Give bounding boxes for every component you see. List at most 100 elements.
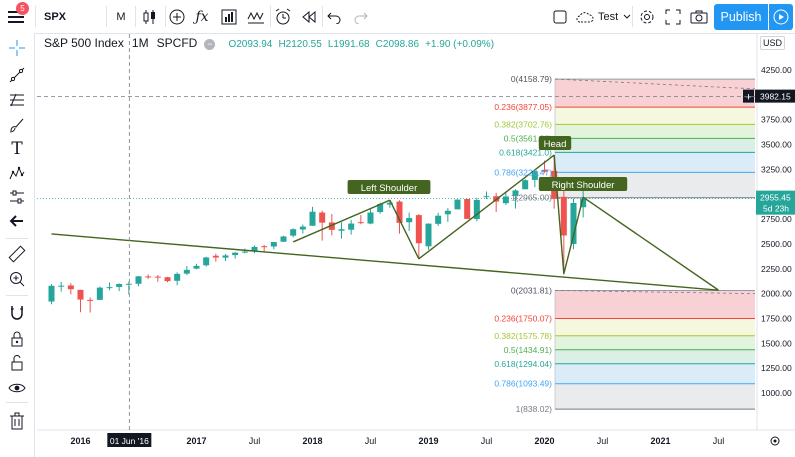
trendline-right-shoulder-up[interactable] — [563, 197, 584, 274]
candle-body — [415, 215, 422, 244]
candle — [309, 206, 316, 226]
settings-button[interactable] — [636, 4, 658, 29]
candle — [135, 276, 142, 287]
candle-body — [135, 276, 142, 284]
fibonacci-icon — [10, 93, 24, 107]
candle — [67, 283, 74, 295]
candle — [232, 252, 239, 259]
fib-upper-level-label: 0.786(3220.47) — [494, 167, 552, 177]
candle-body — [444, 210, 451, 215]
fullscreen-select-button[interactable] — [549, 4, 571, 29]
lock-button[interactable] — [5, 351, 29, 375]
candle — [444, 208, 451, 222]
time-tick-label: 2021 — [650, 436, 670, 446]
layout-menu[interactable]: Test — [576, 4, 632, 29]
snapshot-button[interactable] — [688, 4, 710, 29]
trash-icon — [10, 412, 24, 430]
trendline-neckline[interactable] — [51, 233, 719, 291]
visibility-button[interactable] — [5, 376, 29, 400]
fullscreen-button[interactable] — [662, 4, 684, 29]
trendline-head-up[interactable] — [418, 154, 555, 260]
fib-lower-level-label: 0.786(1093.49) — [494, 379, 552, 389]
price-axis[interactable]: 4250.004000.003750.003500.003250.003000.… — [743, 34, 795, 430]
fibonacci-retracements[interactable] — [554, 78, 756, 410]
undo-button[interactable] — [323, 4, 345, 29]
candle-body — [464, 199, 471, 219]
fib-upper-zone — [555, 79, 755, 108]
currency-label[interactable]: USD — [760, 36, 786, 50]
price-tick-label: 1000.00 — [761, 388, 792, 398]
price-tick-label: 3250.00 — [761, 164, 792, 174]
candle — [435, 212, 442, 226]
crosshair-tool[interactable] — [5, 36, 29, 60]
drawing-toolbar: T — [0, 33, 35, 457]
candle — [415, 214, 422, 260]
function-icon: ƒx — [195, 8, 209, 25]
time-axis[interactable]: 2016Jul2017Jul2018Jul2019Jul2020Jul2021J… — [37, 429, 795, 447]
add-alert-button[interactable] — [743, 89, 754, 103]
candle — [174, 272, 181, 286]
trendline-target[interactable] — [582, 196, 719, 291]
candle-body — [261, 246, 268, 248]
candle — [154, 275, 161, 282]
legend-options-icon[interactable]: − — [204, 38, 216, 50]
crosshair — [37, 34, 757, 430]
interval-button[interactable]: M — [110, 4, 132, 29]
financials-button[interactable] — [218, 4, 240, 29]
candle-body — [183, 269, 190, 274]
candles-icon — [143, 9, 155, 24]
candle — [106, 282, 113, 291]
price-tick-label: 3750.00 — [761, 115, 792, 125]
candle — [96, 286, 103, 300]
fib-lower-level-label: 0.618(1294.04) — [494, 359, 552, 369]
candle-body — [48, 285, 55, 302]
chart-style-button[interactable] — [138, 4, 162, 29]
zoom-tool[interactable] — [5, 267, 29, 291]
lock-drawings-button[interactable] — [5, 327, 29, 351]
candle — [87, 297, 94, 313]
trendline-head-down[interactable] — [553, 155, 565, 274]
publish-button[interactable]: Publish — [714, 4, 768, 30]
templates-button[interactable] — [245, 4, 267, 29]
magnet-tool[interactable] — [5, 301, 29, 325]
candle-body — [502, 196, 509, 204]
candle — [483, 191, 490, 200]
patterns-tool[interactable] — [5, 161, 29, 185]
prediction-tool[interactable] — [5, 185, 29, 209]
candle — [299, 224, 306, 234]
candle-body — [570, 202, 577, 245]
price-tick-label: 1750.00 — [761, 313, 792, 323]
trendline-left-shoulder-down[interactable] — [389, 199, 420, 260]
candle — [357, 215, 364, 225]
trendline-left-shoulder-up[interactable] — [292, 199, 391, 243]
menu-button[interactable]: 5 — [4, 2, 30, 29]
candle — [164, 276, 171, 283]
measure-tool[interactable] — [5, 242, 29, 266]
hide-toolbar-button[interactable] — [5, 209, 29, 233]
delete-drawings-button[interactable] — [5, 409, 29, 433]
chart-settings-button[interactable] — [770, 436, 780, 446]
indicators-button[interactable]: ƒx — [191, 4, 213, 29]
publish-options-button[interactable] — [769, 4, 793, 30]
alert-button[interactable] — [272, 4, 294, 29]
bar-chart-icon — [221, 9, 237, 24]
trendlines[interactable] — [51, 154, 719, 291]
brush-tool[interactable] — [5, 113, 29, 137]
text-tool[interactable]: T — [5, 137, 29, 161]
replay-button[interactable] — [298, 4, 320, 29]
gear-icon — [770, 436, 780, 446]
candle — [290, 228, 297, 238]
chevron-down-icon — [623, 14, 631, 19]
candle-body — [406, 218, 413, 223]
compare-button[interactable] — [166, 4, 188, 29]
expand-icon — [665, 9, 681, 24]
fib-tool[interactable] — [5, 88, 29, 112]
trendline-tool[interactable] — [5, 63, 29, 87]
candle — [570, 198, 577, 250]
candle-body — [328, 222, 335, 230]
interval-label: M — [116, 10, 126, 23]
redo-button[interactable] — [350, 4, 372, 29]
symbol-search-button[interactable]: SPX — [44, 4, 104, 29]
legend-interval: 1M — [131, 36, 149, 50]
